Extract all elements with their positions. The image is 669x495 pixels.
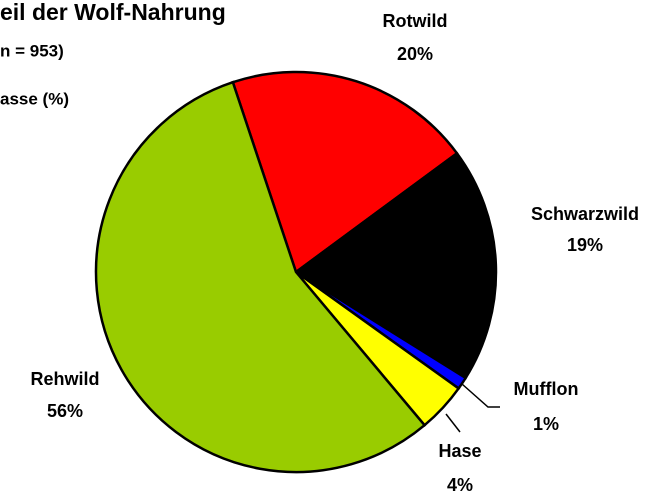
slice-label: Rehwild [30,369,99,389]
slice-label: Schwarzwild [531,204,639,224]
slice-value-label: 20% [397,44,433,64]
slice-label: Rotwild [383,11,448,31]
slice-value-label: 4% [447,475,473,495]
leader-line [461,383,500,408]
pie-slice [231,70,459,275]
slice-label: Hase [438,441,481,461]
slice-value-label: 56% [47,401,83,421]
slice-value-label: 19% [567,235,603,255]
pie-slice [94,80,427,474]
chart-subtitle: n = 953) [0,41,64,60]
slice-label: Mufflon [514,379,579,399]
slice-value-label: 1% [533,414,559,434]
chart-title: eil der Wolf-Nahrung [0,0,226,25]
leader-line [445,413,461,433]
annotation: asse (%) [0,89,69,108]
pie-slice [293,151,498,380]
